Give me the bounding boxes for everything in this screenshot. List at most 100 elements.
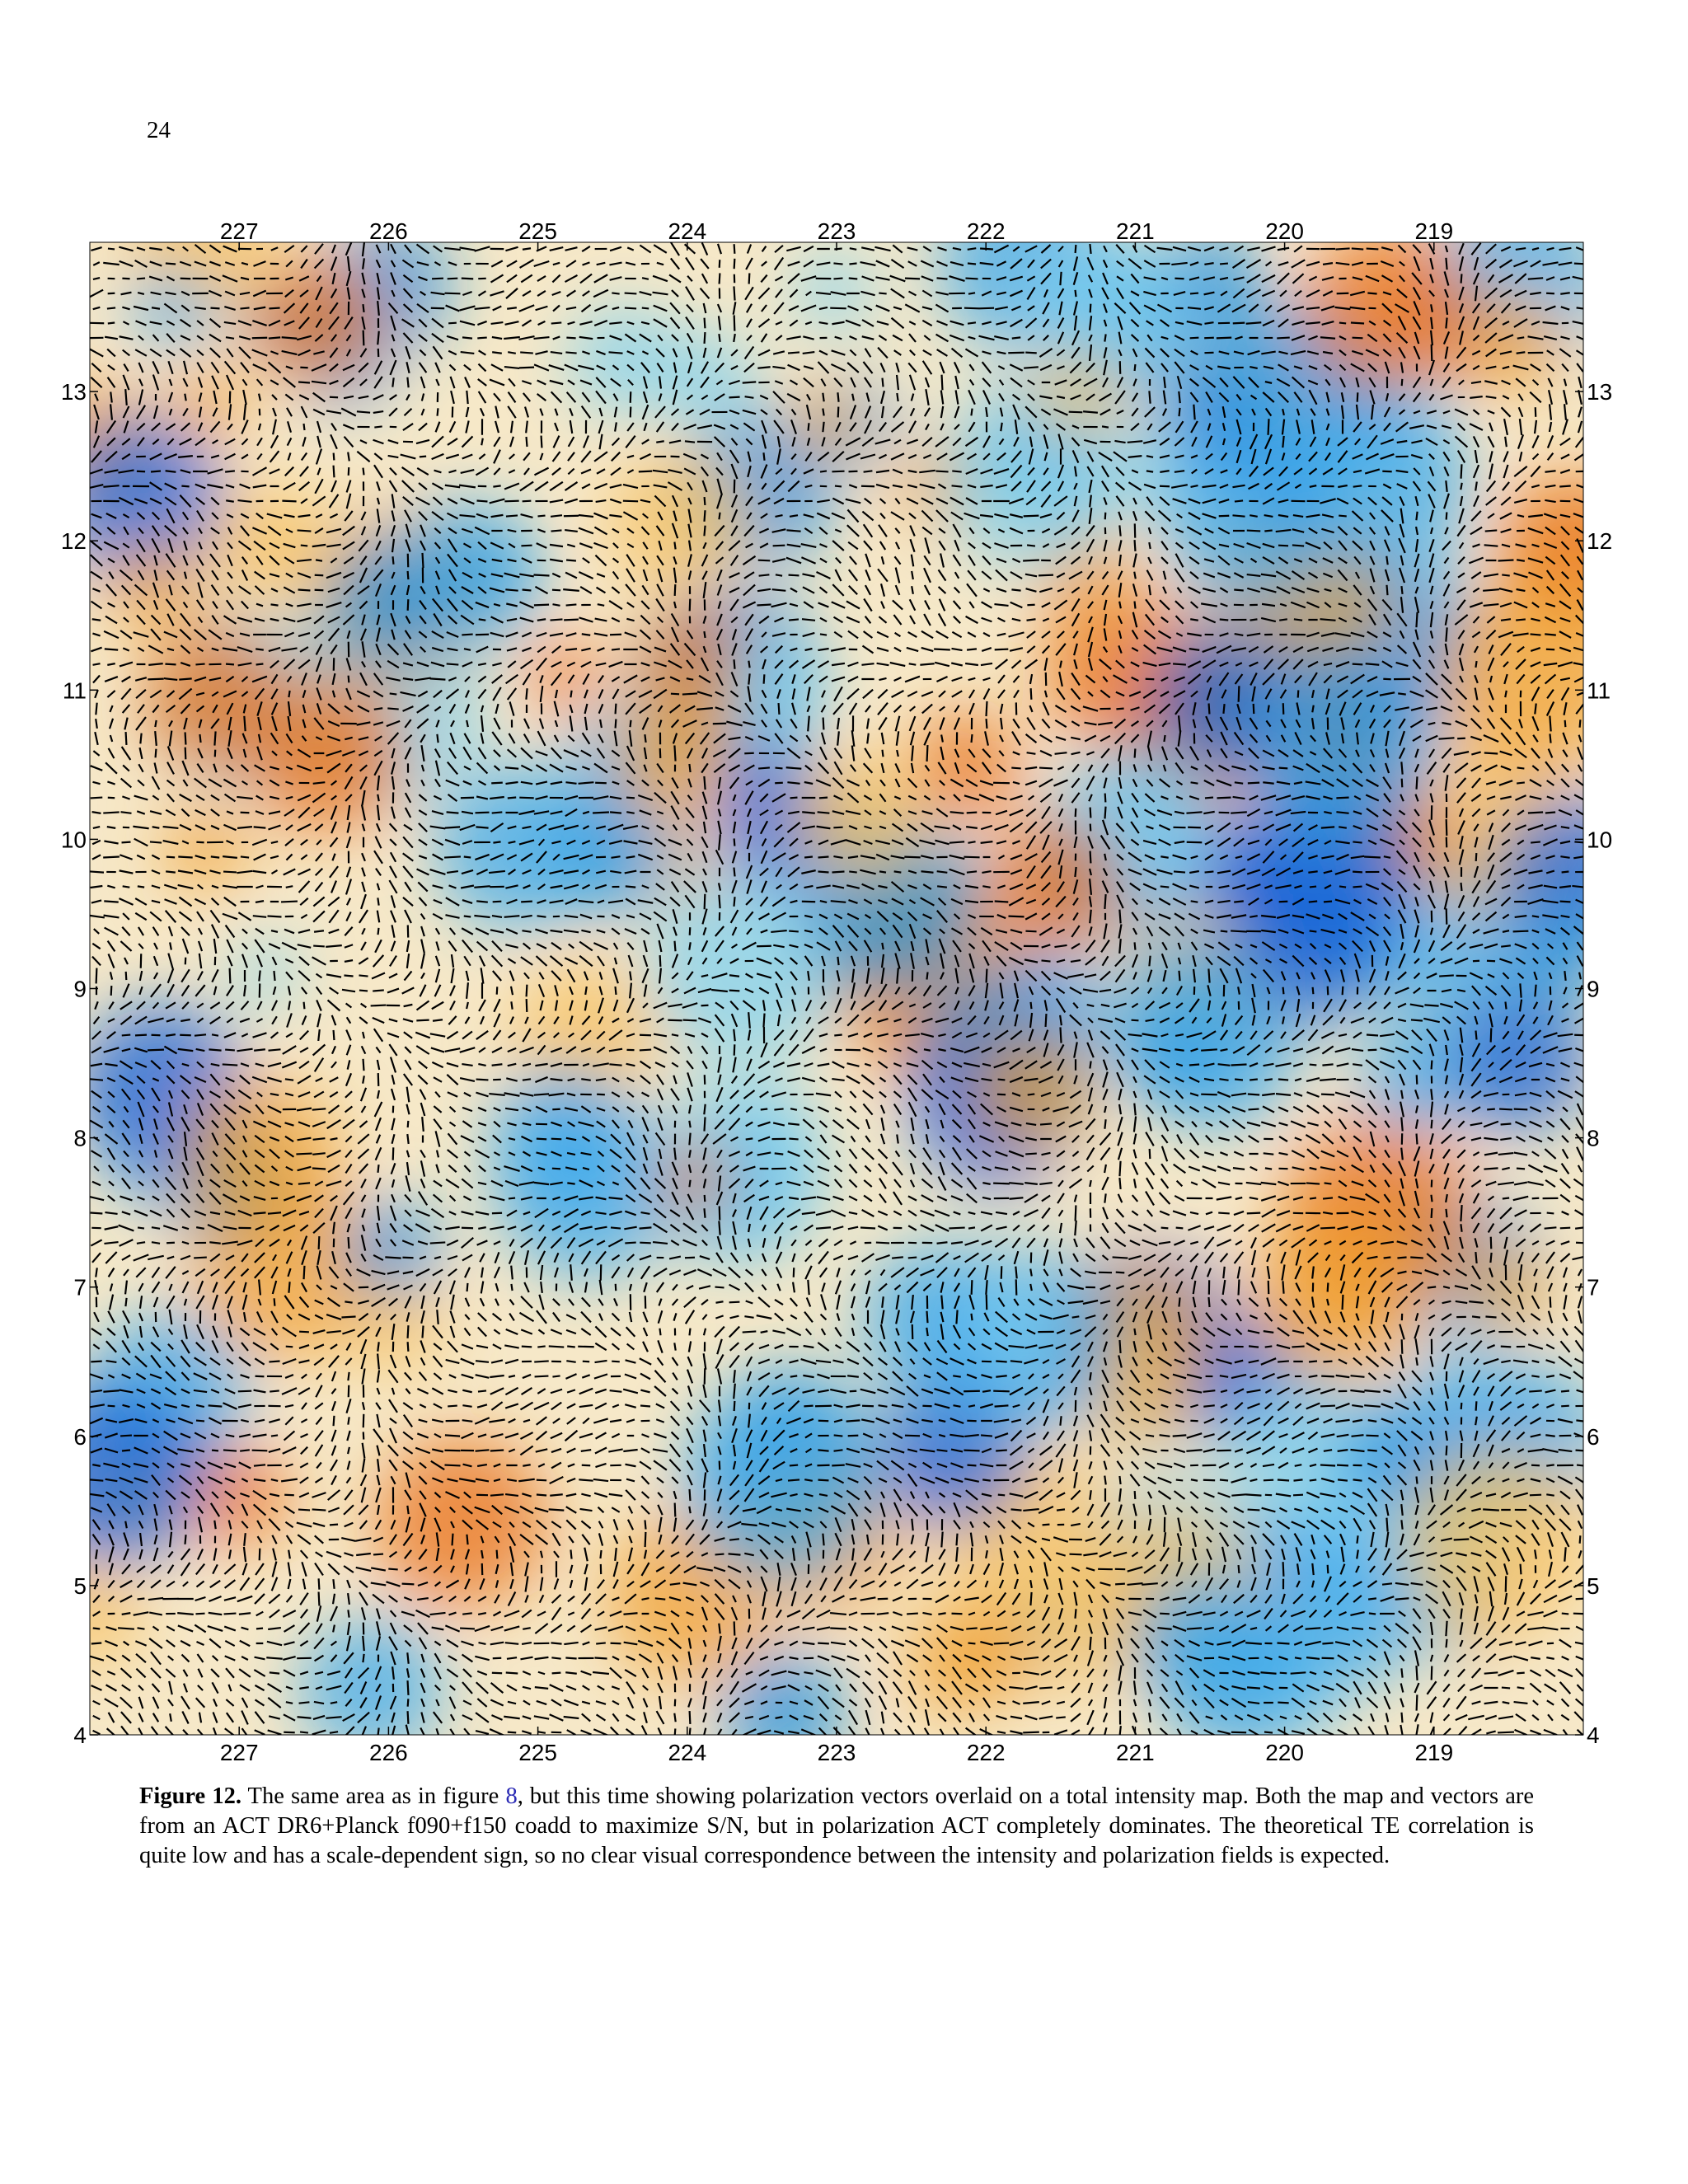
polarization-vector bbox=[491, 731, 503, 746]
polarization-vector bbox=[1353, 602, 1362, 608]
polarization-vector bbox=[193, 628, 208, 641]
polarization-vector bbox=[1573, 855, 1583, 860]
polarization-vector bbox=[964, 884, 979, 889]
polarization-vector bbox=[1039, 348, 1053, 358]
polarization-vector bbox=[1083, 438, 1098, 445]
polarization-vector bbox=[789, 379, 799, 386]
polarization-vector bbox=[833, 761, 843, 776]
polarization-vector bbox=[504, 321, 519, 326]
polarization-vector bbox=[495, 703, 499, 715]
polarization-vector bbox=[1546, 780, 1554, 786]
polarization-vector bbox=[287, 452, 292, 461]
polarization-vector bbox=[820, 705, 827, 713]
polarization-vector bbox=[775, 335, 783, 341]
polarization-vector bbox=[774, 659, 784, 669]
polarization-vector bbox=[1560, 292, 1570, 295]
polarization-vector bbox=[1231, 868, 1246, 876]
polarization-vector bbox=[1459, 495, 1464, 507]
polarization-vector bbox=[1484, 764, 1498, 772]
polarization-vector bbox=[403, 733, 413, 743]
polarization-vector bbox=[1291, 794, 1306, 801]
polarization-vector bbox=[804, 647, 813, 652]
polarization-vector bbox=[495, 405, 499, 419]
polarization-vector bbox=[1502, 395, 1510, 400]
polarization-vector bbox=[550, 747, 563, 760]
polarization-vector bbox=[194, 869, 207, 875]
polarization-vector bbox=[728, 540, 741, 551]
polarization-vector bbox=[733, 258, 736, 269]
polarization-vector bbox=[1069, 361, 1082, 374]
polarization-vector bbox=[703, 510, 706, 522]
polarization-vector bbox=[1087, 616, 1094, 624]
polarization-vector bbox=[1010, 659, 1022, 669]
polarization-vector bbox=[673, 583, 677, 597]
polarization-vector bbox=[717, 820, 722, 835]
polarization-vector bbox=[1104, 512, 1107, 520]
polarization-vector bbox=[1322, 350, 1334, 355]
polarization-vector bbox=[847, 855, 859, 859]
polarization-vector bbox=[447, 794, 458, 802]
polarization-vector bbox=[936, 320, 948, 326]
polarization-vector bbox=[1202, 587, 1217, 593]
polarization-vector bbox=[1485, 348, 1497, 358]
polarization-vector bbox=[120, 584, 132, 596]
polarization-vector bbox=[1338, 616, 1348, 623]
polarization-vector bbox=[671, 776, 679, 790]
polarization-vector bbox=[1218, 884, 1230, 889]
polarization-vector bbox=[1355, 749, 1360, 757]
polarization-vector bbox=[1247, 839, 1260, 846]
polarization-vector bbox=[1518, 419, 1523, 435]
polarization-vector bbox=[522, 290, 532, 297]
polarization-vector bbox=[596, 364, 606, 371]
polarization-vector bbox=[1262, 851, 1275, 864]
polarization-vector bbox=[595, 390, 607, 405]
polarization-vector bbox=[1528, 571, 1543, 579]
polarization-vector bbox=[1189, 364, 1199, 371]
polarization-vector bbox=[964, 307, 980, 310]
polarization-vector bbox=[549, 480, 564, 492]
polarization-vector bbox=[1527, 823, 1544, 832]
polarization-vector bbox=[237, 795, 253, 800]
polarization-vector bbox=[1528, 513, 1543, 518]
polarization-vector bbox=[1336, 853, 1349, 861]
polarization-vector bbox=[491, 811, 503, 814]
polarization-vector bbox=[668, 659, 682, 669]
polarization-vector bbox=[1428, 659, 1436, 669]
polarization-vector bbox=[251, 675, 268, 683]
polarization-vector bbox=[492, 351, 502, 354]
polarization-vector bbox=[1207, 703, 1211, 715]
polarization-vector bbox=[1561, 571, 1569, 579]
polarization-vector bbox=[1236, 393, 1242, 401]
polarization-vector bbox=[1246, 541, 1261, 550]
polarization-vector bbox=[122, 555, 130, 566]
polarization-vector bbox=[786, 822, 801, 833]
polarization-vector bbox=[1072, 256, 1079, 271]
polarization-vector bbox=[520, 513, 533, 518]
polarization-vector bbox=[507, 391, 517, 403]
polarization-vector bbox=[637, 853, 654, 861]
polarization-vector bbox=[92, 780, 101, 785]
polarization-vector bbox=[387, 707, 399, 710]
polarization-vector bbox=[1322, 290, 1334, 297]
polarization-vector bbox=[1248, 377, 1259, 388]
polarization-vector bbox=[875, 260, 890, 268]
polarization-vector bbox=[1053, 408, 1068, 416]
polarization-vector bbox=[1103, 777, 1108, 789]
polarization-vector bbox=[1531, 484, 1540, 489]
polarization-vector bbox=[1458, 849, 1465, 865]
polarization-vector bbox=[537, 645, 546, 654]
polarization-vector bbox=[1159, 599, 1170, 611]
polarization-vector bbox=[195, 437, 206, 447]
polarization-vector bbox=[1246, 632, 1261, 637]
polarization-vector bbox=[1234, 673, 1244, 685]
polarization-vector bbox=[1292, 513, 1304, 518]
polarization-vector bbox=[624, 333, 637, 343]
polarization-vector bbox=[566, 543, 576, 548]
polarization-vector bbox=[94, 393, 99, 401]
polarization-vector bbox=[166, 569, 176, 581]
polarization-vector bbox=[148, 275, 163, 282]
polarization-vector bbox=[1384, 361, 1390, 374]
polarization-vector bbox=[608, 840, 623, 845]
polarization-vector bbox=[1220, 469, 1228, 474]
polarization-vector bbox=[477, 747, 487, 760]
